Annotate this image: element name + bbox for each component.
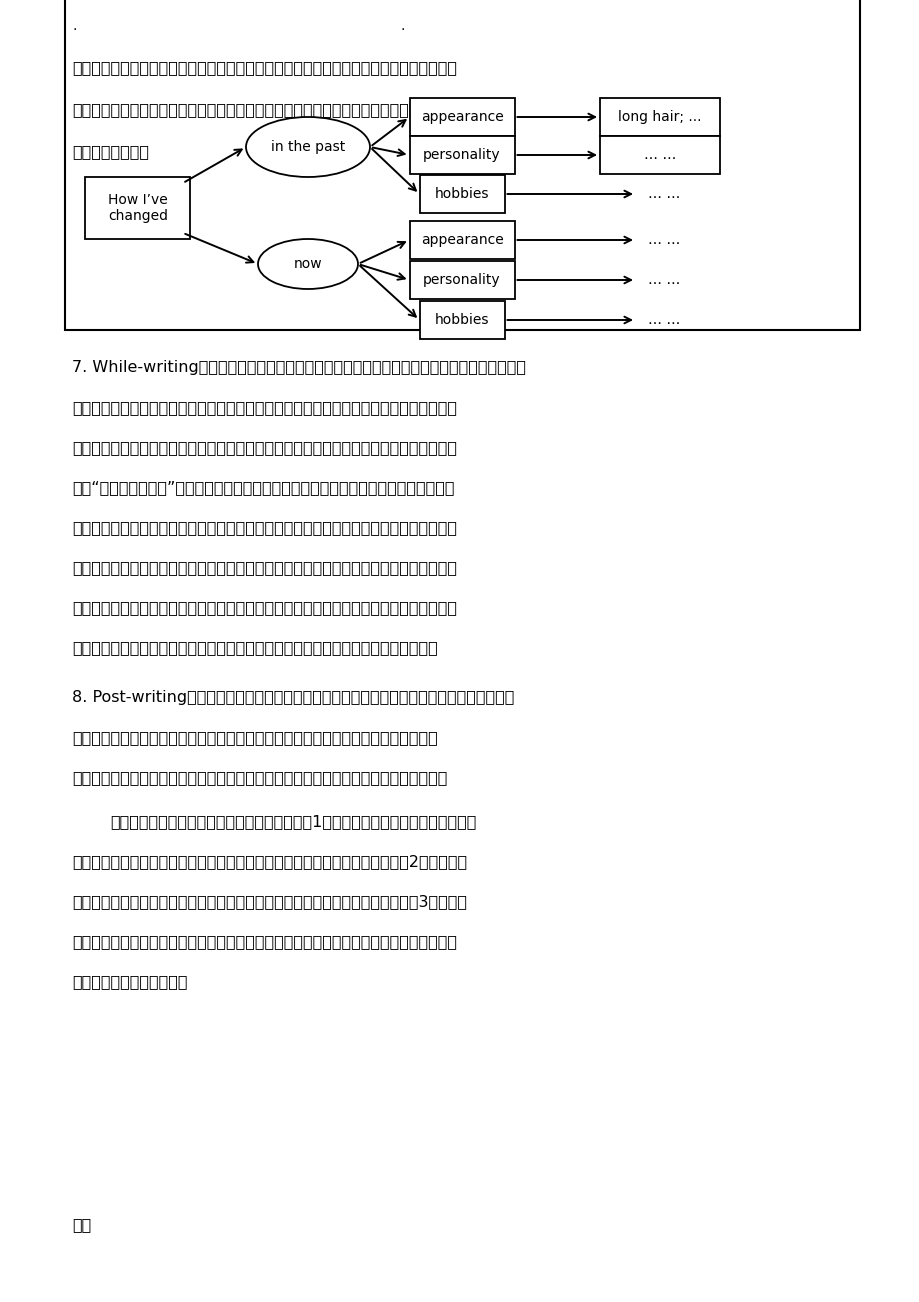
Text: appearance: appearance xyxy=(420,109,503,124)
Ellipse shape xyxy=(257,240,357,289)
Text: 来。由于思维导图图文并重，把各级主题的关系用相互隶属的层级图表现出来，能够有效激: 来。由于思维导图图文并重，把各级主题的关系用相互隶属的层级图表现出来，能够有效激 xyxy=(72,60,457,76)
Text: 并要留意行文是否流畅、是否言之有物。教师同时鼓励学生用多种表达法或多种句式表达同: 并要留意行文是否流畅、是否言之有物。教师同时鼓励学生用多种表达法或多种句式表达同 xyxy=(72,560,457,575)
Bar xyxy=(419,301,504,339)
Text: appearance: appearance xyxy=(420,233,503,247)
Text: … …: … … xyxy=(647,233,680,247)
Text: 采用“合作探究式学习”的模式，两人小组合作讨论，对列举的素材、写作要点和内容达成: 采用“合作探究式学习”的模式，两人小组合作讨论，对列举的素材、写作要点和内容达成 xyxy=(72,480,454,495)
Bar xyxy=(409,98,514,135)
Bar xyxy=(599,98,720,135)
Text: 角度：主要检查文体格式是否正确、要点是否齐全、语句间连接成分的使用是否恰当、上下: 角度：主要检查文体格式是否正确、要点是否齐全、语句间连接成分的使用是否恰当、上下 xyxy=(72,934,457,949)
Text: 务，降低了任务的难度，还增加了任务的趣味性，同时也培养了学生的合作学习意识。: 务，降低了任务的难度，还增加了任务的趣味性，同时也培养了学生的合作学习意识。 xyxy=(72,641,437,655)
Text: 否有误、词组短语运用是否得当、词性是否混淦、词与词的搭配是否恰当等；（2）从句法角: 否有误、词组短语运用是否得当、词性是否混淦、词与词的搭配是否恰当等；（2）从句法… xyxy=(72,854,467,868)
Text: 二是全班分享、组间互评、取长补短。教师根据本次写作内容列出简明了的评价细那，: 二是全班分享、组间互评、取长补短。教师根据本次写作内容列出简明了的评价细那， xyxy=(72,730,437,745)
Text: 发学生思维，把主题关键词和相关内容建立记忆，在归纳知识的根底上还能挖掘学生的创造: 发学生思维，把主题关键词和相关内容建立记忆，在归纳知识的根底上还能挖掘学生的创造 xyxy=(72,102,457,117)
Text: 8. Post-writing：这一过程主要有两个阶段：一是四人小组组内初评、互相交流、优化初稿；: 8. Post-writing：这一过程主要有两个阶段：一是四人小组组内初评、互… xyxy=(72,690,514,704)
Text: 力，为写作铺帢。: 力，为写作铺帢。 xyxy=(72,145,149,159)
Text: … …: … … xyxy=(647,273,680,286)
Text: 7. While-writing：指导学生确定文章题材（记叙文）、人称（第一人称）、时态（主要是一般: 7. While-writing：指导学生确定文章题材（记叙文）、人称（第一人称… xyxy=(72,359,526,375)
Bar xyxy=(85,177,190,240)
Bar xyxy=(409,135,514,174)
Text: 组、短语等扩展成句，先是每一段的主题句，然后再逐段进行具体补充。这一阶段要求学生: 组、短语等扩展成句，先是每一段的主题句，然后再逐段进行具体补充。这一阶段要求学生 xyxy=(72,440,457,454)
Bar xyxy=(419,174,504,214)
Text: in the past: in the past xyxy=(270,141,345,154)
Text: … …: … … xyxy=(647,187,680,201)
Text: hobbies: hobbies xyxy=(435,187,489,201)
Text: 一意思，运用过渡词语使文章顺畅自然、构造紧凑。这一阶段自始至终都是学生共同完成任: 一意思，运用过渡词语使文章顺畅自然、构造紧凑。这一阶段自始至终都是学生共同完成任 xyxy=(72,600,457,615)
Text: 共识，完成初稿。在小组合作写初稿时，教师指导学生注意写作关键点和文章的篇章构造，: 共识，完成初稿。在小组合作写初稿时，教师指导学生注意写作关键点和文章的篇章构造， xyxy=(72,519,457,535)
Text: long hair; ...: long hair; ... xyxy=(618,109,701,124)
Text: 过去时和一般现在时，穿插少许现在完成时），根据绘制出的思维导图和所列出的单词、词: 过去时和一般现在时，穿插少许现在完成时），根据绘制出的思维导图和所列出的单词、词 xyxy=(72,400,457,415)
Text: ·: · xyxy=(400,23,404,36)
Text: hobbies: hobbies xyxy=(435,312,489,327)
Text: 小组成员间互相传阅各自所写的文章，依据细那展开探讨和评估，优化初稿内容和构造。: 小组成员间互相传阅各自所写的文章，依据细那展开探讨和评估，优化初稿内容和构造。 xyxy=(72,769,447,785)
Text: now: now xyxy=(293,256,322,271)
Text: 度：主要检查句子构造是否完整、动词时态或语态是否正确、主谓是否一致等；（3）从语篇: 度：主要检查句子构造是否完整、动词时态或语态是否正确、主谓是否一致等；（3）从语… xyxy=(72,894,467,909)
Ellipse shape xyxy=(245,117,369,177)
Bar xyxy=(599,135,720,174)
Text: 文是否连贯和符合逻辑等。: 文是否连贯和符合逻辑等。 xyxy=(72,974,187,990)
Text: … …: … … xyxy=(643,148,675,161)
Bar xyxy=(65,0,859,329)
Text: personality: personality xyxy=(423,273,500,286)
Text: personality: personality xyxy=(423,148,500,161)
Text: ·: · xyxy=(72,23,76,36)
Text: How I’ve
changed: How I’ve changed xyxy=(108,193,168,223)
Bar xyxy=(409,221,514,259)
Text: 教师制定评价细那主要从以下几个角度出发：（1）从词法角度：主要检查单词拼写是: 教师制定评价细那主要从以下几个角度出发：（1）从词法角度：主要检查单词拼写是 xyxy=(110,814,476,829)
Bar xyxy=(409,260,514,299)
Text: … …: … … xyxy=(647,312,680,327)
Text: 优选: 优选 xyxy=(72,1217,91,1232)
